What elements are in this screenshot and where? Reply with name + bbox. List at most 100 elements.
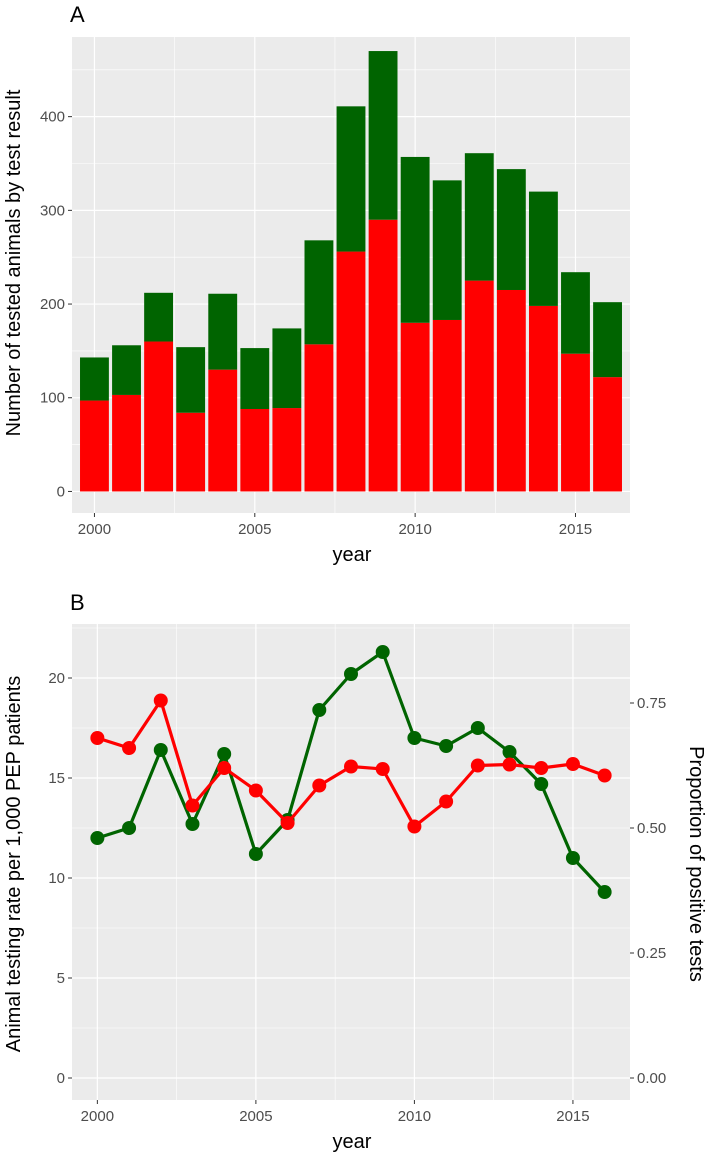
bar-positive-2011 (432, 319, 462, 492)
bar-positive-2016 (593, 377, 622, 492)
panel-b-y-title-left: Animal testing rate per 1,000 PEP patien… (3, 676, 25, 1053)
bar-positive-2007 (304, 344, 334, 492)
point-rate-2002 (153, 743, 168, 757)
panel-b-series (90, 645, 612, 899)
point-proportion-2004 (217, 761, 232, 775)
point-rate-2004 (217, 747, 232, 761)
panel-a-x-title: year (333, 544, 372, 566)
point-proportion-2007 (312, 778, 327, 793)
point-proportion-2012 (470, 758, 485, 773)
point-rate-2013 (502, 745, 517, 759)
bar-positive-2009 (368, 219, 398, 492)
point-rate-2010 (407, 731, 422, 745)
point-proportion-2008 (344, 759, 358, 774)
panel-b-x-title: year (333, 1131, 372, 1153)
bar-negative-2009 (368, 51, 398, 220)
bar-negative-2007 (304, 240, 334, 345)
bar-negative-2000 (80, 357, 109, 401)
bar-positive-2006 (272, 408, 302, 492)
point-proportion-2015 (565, 757, 580, 771)
point-proportion-2009 (375, 762, 390, 776)
bar-positive-2001 (112, 394, 141, 492)
bar-negative-2002 (144, 292, 174, 342)
bar-negative-2004 (208, 293, 238, 370)
point-proportion-2010 (407, 819, 422, 834)
panel-b-y-title-right: Proportion of positive tests (685, 746, 707, 982)
panel-a-bars (80, 51, 622, 492)
point-proportion-2013 (502, 757, 517, 772)
y-tick-label-left-20: 20 (48, 670, 65, 687)
y-tick-label-right-0_25: 0.25 (637, 945, 666, 962)
y-tick-label-left-5: 5 (57, 970, 65, 987)
point-proportion-2002 (153, 693, 168, 708)
bar-negative-2012 (464, 153, 494, 281)
panel-b-background (72, 624, 630, 1100)
point-proportion-2016 (597, 768, 612, 783)
point-rate-2009 (375, 645, 390, 659)
bar-positive-2012 (464, 280, 494, 492)
x-tick-label-2010: 2010 (398, 521, 431, 538)
bar-negative-2003 (176, 347, 206, 413)
panel-a-ticks: 0 100 200 300 400 2000 2005 2010 2015 (40, 109, 592, 538)
bar-negative-2016 (593, 302, 622, 378)
bar-negative-2008 (336, 106, 366, 252)
x-tick-label-2005: 2005 (238, 521, 271, 538)
point-proportion-2006 (280, 816, 295, 830)
bar-negative-2001 (112, 345, 141, 395)
x-tick-label-2015: 2015 (556, 1108, 589, 1125)
y-tick-label-left-15: 15 (48, 770, 65, 787)
bar-positive-2000 (80, 400, 109, 492)
bar-positive-2004 (208, 369, 238, 492)
panel-b-tag: B (70, 590, 85, 615)
series-proportion-positive (90, 693, 612, 834)
bar-negative-2014 (528, 191, 558, 306)
point-proportion-2005 (248, 783, 263, 798)
x-tick-label-2005: 2005 (239, 1108, 272, 1125)
bar-negative-2005 (240, 348, 270, 409)
bar-positive-2008 (336, 251, 366, 492)
y-tick-label-0: 0 (57, 483, 65, 500)
x-tick-label-2010: 2010 (398, 1108, 431, 1125)
bar-positive-2013 (496, 289, 526, 492)
bar-positive-2014 (528, 305, 558, 492)
y-tick-label-100: 100 (40, 390, 65, 407)
bar-negative-2006 (272, 328, 302, 409)
bar-positive-2015 (561, 353, 590, 492)
point-rate-2001 (122, 821, 137, 835)
x-tick-label-2015: 2015 (559, 521, 592, 538)
bar-positive-2003 (176, 412, 206, 492)
point-proportion-2014 (534, 761, 549, 775)
panel-b-gridlines (72, 624, 630, 1100)
point-rate-2007 (312, 703, 327, 717)
y-tick-label-right-0_75: 0.75 (637, 695, 666, 712)
y-tick-label-left-10: 10 (48, 870, 65, 887)
y-tick-label-300: 300 (40, 202, 65, 219)
point-rate-2011 (439, 739, 454, 753)
bar-negative-2011 (432, 180, 462, 320)
point-rate-2008 (344, 667, 358, 681)
point-rate-2000 (90, 831, 105, 845)
bar-negative-2015 (561, 272, 590, 354)
x-tick-label-2000: 2000 (81, 1108, 114, 1125)
point-rate-2014 (534, 777, 549, 791)
point-proportion-2001 (122, 741, 137, 755)
point-rate-2016 (597, 885, 612, 899)
series-testing-rate (90, 645, 612, 899)
y-tick-label-right-0_5: 0.50 (637, 820, 666, 837)
bar-positive-2002 (144, 341, 174, 492)
y-tick-label-left-0: 0 (57, 1070, 65, 1087)
point-rate-2005 (248, 847, 263, 861)
panel-a-y-title: Number of tested animals by test result (3, 89, 25, 436)
point-rate-2015 (565, 851, 580, 865)
bar-negative-2010 (400, 156, 430, 323)
y-tick-label-200: 200 (40, 296, 65, 313)
bar-positive-2010 (400, 322, 430, 492)
point-rate-2003 (185, 817, 200, 831)
panel-b-ticks: 0 5 10 15 20 0.00 0.25 0.50 0.75 2000 2005 2010 2015 (48, 670, 666, 1125)
point-proportion-2003 (185, 798, 200, 813)
point-rate-2012 (470, 721, 485, 735)
y-tick-label-right-0: 0.00 (637, 1070, 666, 1087)
point-proportion-2000 (90, 731, 105, 745)
bar-negative-2013 (496, 169, 526, 290)
